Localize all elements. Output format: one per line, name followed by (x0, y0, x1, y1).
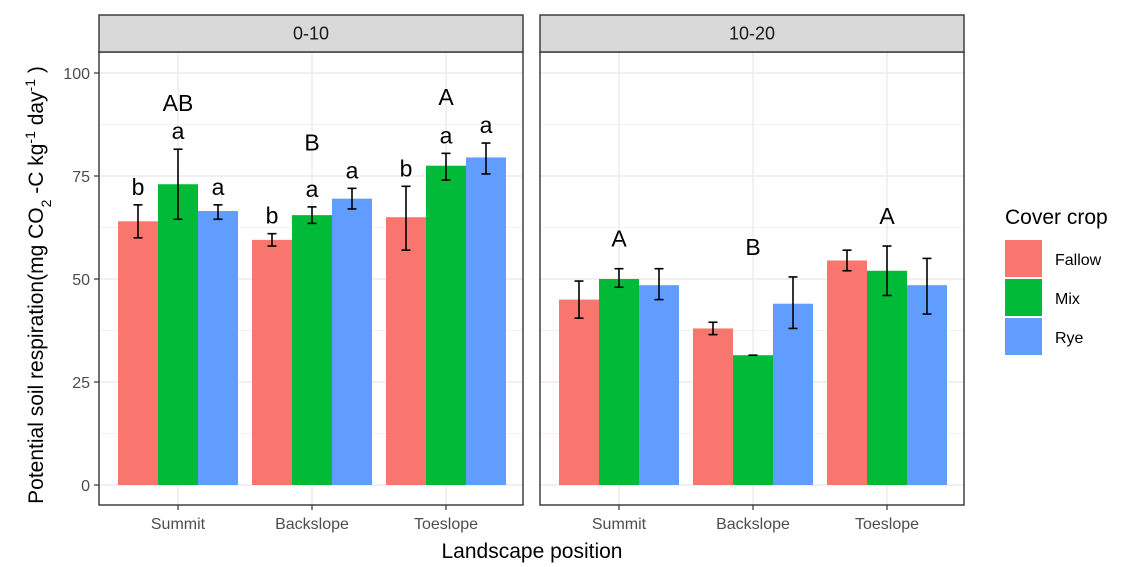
y-tick-label: 75 (72, 169, 90, 186)
error-bar (708, 321, 718, 336)
bar-fallow (386, 217, 426, 485)
error-bar (441, 152, 451, 181)
bar-rye (198, 211, 238, 485)
significance-letter: a (306, 176, 319, 202)
x-tick-label: Summit (151, 516, 206, 533)
error-bar (173, 148, 183, 221)
y-axis-title: Potential soil respiration(mg CO2 -C kg-… (22, 66, 54, 504)
position-letter: AB (163, 90, 194, 116)
legend-label-mix: Mix (1055, 291, 1080, 308)
x-tick-label: Summit (592, 516, 647, 533)
position-letter: B (304, 129, 319, 155)
legend-key-mix (1005, 279, 1042, 316)
significance-letter: b (400, 155, 413, 181)
facet-panel-10-20: A B A 10-20 Summit Backslope Toeslope (539, 14, 965, 533)
significance-letter: a (440, 122, 453, 148)
significance-letter: b (266, 203, 279, 229)
error-bar (922, 257, 932, 315)
bar-rye (466, 157, 506, 485)
position-letter: A (611, 226, 627, 252)
y-axis: 0 25 50 75 100 (63, 66, 99, 495)
error-bar (481, 142, 491, 175)
bar-rye (639, 285, 679, 485)
position-letter: A (879, 203, 895, 229)
legend-key-fallow (1005, 240, 1042, 277)
bar-fallow (827, 260, 867, 485)
y-tick-label: 100 (63, 66, 90, 83)
legend-label-rye: Rye (1055, 330, 1084, 347)
y-tick-label: 25 (72, 375, 90, 392)
error-bar (347, 187, 357, 210)
significance-letter: b (132, 174, 145, 200)
position-letter: B (745, 234, 760, 260)
error-bar (213, 204, 223, 221)
error-bar (882, 245, 892, 297)
bar-rye (773, 303, 813, 485)
bar-mix (426, 165, 466, 485)
error-bar (842, 249, 852, 272)
significance-letter: a (480, 112, 493, 138)
bar-fallow (252, 239, 292, 485)
y-tick-label: 50 (72, 272, 90, 289)
x-tick-label: Backslope (275, 516, 349, 533)
significance-letter: a (212, 174, 225, 200)
y-tick-label: 0 (81, 478, 90, 495)
facet-strip-label: 10-20 (729, 24, 775, 44)
error-bar (307, 206, 317, 225)
bar-mix (292, 215, 332, 485)
bar-mix (599, 279, 639, 485)
error-bar (133, 204, 143, 239)
legend: Cover crop Fallow Mix Rye (1005, 206, 1108, 355)
legend-title: Cover crop (1005, 206, 1108, 229)
error-bar (654, 267, 664, 301)
position-letter: A (438, 84, 454, 110)
bar-rye (332, 198, 372, 485)
bar-fallow (559, 299, 599, 485)
x-tick-label: Toeslope (414, 516, 478, 533)
bar-fallow (118, 221, 158, 485)
significance-letter: a (346, 157, 359, 183)
error-bar (267, 232, 277, 247)
error-bar (614, 267, 624, 289)
bar-fallow (693, 328, 733, 485)
significance-letter: a (172, 118, 185, 144)
x-axis-title: Landscape position (442, 540, 623, 563)
facet-strip (98, 14, 524, 53)
bar-mix (158, 184, 198, 486)
error-bar (788, 276, 798, 330)
facet-strip (539, 14, 965, 53)
bar-mix (867, 270, 907, 485)
bar-rye (907, 285, 947, 485)
bar-mix (733, 355, 773, 485)
legend-key-rye (1005, 318, 1042, 355)
x-tick-label: Toeslope (855, 516, 919, 533)
x-tick-label: Backslope (716, 516, 790, 533)
error-bar (574, 280, 584, 319)
facet-strip-label: 0-10 (293, 24, 329, 44)
error-bar (401, 185, 411, 251)
legend-label-fallow: Fallow (1055, 252, 1102, 269)
